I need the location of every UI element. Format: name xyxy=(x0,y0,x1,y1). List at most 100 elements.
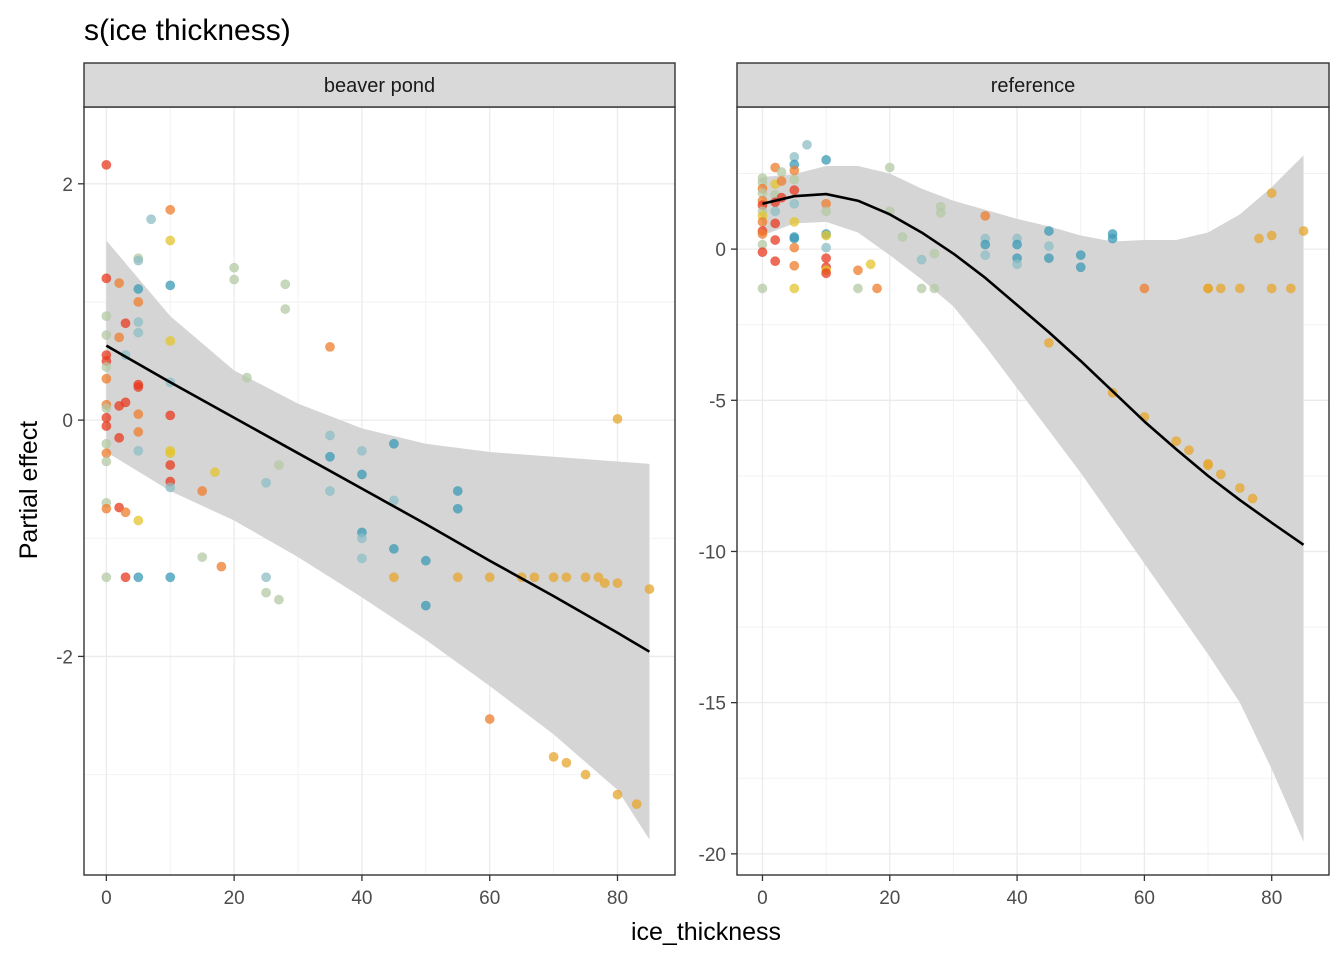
panel-1-smooth-line xyxy=(105,344,651,653)
panel-1-data-point xyxy=(101,503,112,514)
panel-2-data-point xyxy=(865,259,876,270)
panel-1-data-point xyxy=(101,572,112,583)
panel-2-data-point xyxy=(1203,460,1213,471)
panel-1-data-point xyxy=(280,304,291,314)
panel-2-data-point xyxy=(821,268,832,279)
panel-2-data-point xyxy=(757,283,768,294)
panel-1-y-tick-label: 0 xyxy=(62,411,73,432)
panel-2-x-tick-label: 0 xyxy=(757,888,768,909)
panel-1-data-point xyxy=(325,451,335,462)
panel-1-x-tick-label: 80 xyxy=(607,888,628,909)
panel-2-data-point xyxy=(821,155,832,165)
panel-1-data-point xyxy=(631,799,642,810)
panel-1-data-point xyxy=(548,572,559,583)
panel-1-data-point xyxy=(261,477,271,488)
panel-1-data-point xyxy=(120,397,131,408)
panel-2-data-point xyxy=(789,283,800,294)
panel-1-data-point xyxy=(197,552,208,563)
panel-2-data-point xyxy=(1171,436,1182,447)
panel-1-y-tick-label: 2 xyxy=(62,175,73,196)
panel-2-data-point xyxy=(1184,445,1194,456)
panel-2-data-point xyxy=(1234,283,1245,294)
panel-2-data-point xyxy=(1266,283,1277,294)
panel-2-data-point xyxy=(1075,250,1086,261)
panel-1-data-point xyxy=(261,572,271,583)
panel-2-data-point xyxy=(1203,283,1213,294)
panel-2-data-point xyxy=(1266,230,1277,241)
panel-2-data-point xyxy=(916,283,927,294)
panel-2-y-tick-label: -5 xyxy=(709,391,726,412)
panel-1-data-point xyxy=(561,757,572,768)
panel-1-strip-label: beaver pond xyxy=(324,75,435,97)
panel-1-data-point xyxy=(165,572,176,583)
panel-1-data-point xyxy=(242,372,252,383)
panel-1-data-point xyxy=(165,460,176,470)
panel-2-data-point xyxy=(1215,283,1226,294)
panel-1-data-point xyxy=(612,578,623,589)
panel-2-data-point xyxy=(853,265,863,276)
panel-2-data-point xyxy=(776,167,787,177)
panel-1-data-point xyxy=(165,280,176,291)
panel-1-data-point xyxy=(357,469,367,480)
panel-1-data-point xyxy=(101,273,112,284)
panel-1-data-point xyxy=(325,430,335,441)
panel-2-data-point xyxy=(821,206,832,217)
panel-1-data-point xyxy=(593,572,604,583)
panel-2-data-point xyxy=(770,206,781,217)
panel-1-data-point xyxy=(561,572,572,583)
panel-1-data-point xyxy=(101,373,112,384)
panel-2-data-point xyxy=(980,250,991,261)
panel-1-data-point xyxy=(165,235,176,246)
panel-1-data-point xyxy=(229,274,240,285)
panel-1-data-point xyxy=(165,448,176,459)
panel-1-data-point xyxy=(101,159,112,170)
panel-1-data-point xyxy=(101,311,112,322)
panel-1-data-point xyxy=(452,503,463,514)
panel-1-data-point xyxy=(529,572,540,583)
panel-1-data-point xyxy=(420,555,431,566)
panel-1-data-point xyxy=(101,330,112,340)
panel-1-data-point xyxy=(165,204,176,215)
panel-1-data-point xyxy=(229,262,240,273)
panel-2-data-point xyxy=(916,254,927,265)
panel-1-data-point xyxy=(273,460,284,470)
panel-2-data-point xyxy=(935,207,946,218)
panel-1-data-point xyxy=(216,561,227,572)
chart-title: s(ice thickness) xyxy=(84,14,291,47)
panel-2-data-point xyxy=(776,176,787,186)
panel-1-data-point xyxy=(165,336,176,346)
panel-2-data-point xyxy=(770,218,781,229)
panel-1-data-point xyxy=(101,403,112,414)
panel-2-data-point xyxy=(1012,239,1022,250)
panel-1-data-point xyxy=(452,572,463,583)
panel-1-data-point xyxy=(197,486,208,496)
panel-2-data-point xyxy=(1234,483,1245,493)
panel-1-data-point xyxy=(133,515,144,526)
panel-2-strip-label: reference xyxy=(991,75,1076,97)
x-axis-title: ice_thickness xyxy=(631,918,781,946)
panel-1-data-point xyxy=(133,445,144,456)
panel-1-data-point xyxy=(261,587,271,598)
panel-1-confidence-band xyxy=(106,240,650,840)
panel-1-data-point xyxy=(120,318,131,329)
panel-1-data-point xyxy=(644,584,655,594)
panel-2-data-point xyxy=(770,256,781,267)
panel-2-data-point xyxy=(853,283,863,294)
panel-2-y-tick-label: -15 xyxy=(699,694,726,715)
panel-1-x-tick-label: 0 xyxy=(101,888,112,909)
panel-1-data-point xyxy=(101,438,112,449)
y-axis-title: Partial effect xyxy=(15,421,43,560)
panel-2-confidence-band xyxy=(762,155,1304,842)
panel-1-data-point xyxy=(133,382,144,392)
panel-2-data-point xyxy=(929,283,940,294)
panel-1-data-point xyxy=(612,414,623,424)
panel-2-data-point xyxy=(789,260,800,271)
panel-2-data-point xyxy=(1285,283,1296,294)
panel-1-data-point xyxy=(210,467,220,477)
panel-1-data-point xyxy=(580,572,591,583)
panel-1-data-point xyxy=(357,553,367,564)
panel-2-data-point xyxy=(802,139,812,150)
panel-1-data-point xyxy=(280,279,291,290)
panel-2-smooth-line xyxy=(762,192,1305,546)
panel-2-data-point xyxy=(821,242,832,253)
